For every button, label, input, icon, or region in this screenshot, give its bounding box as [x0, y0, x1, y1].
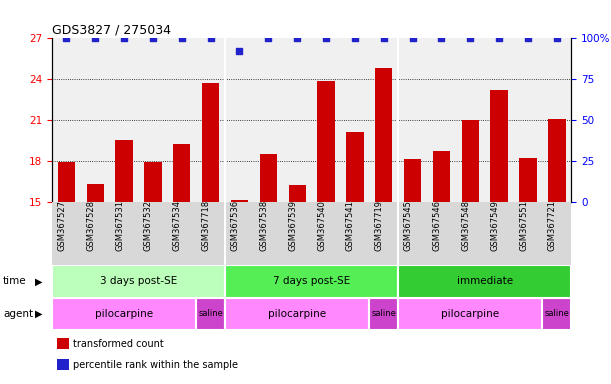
Text: time: time	[3, 276, 27, 286]
Bar	[57, 338, 68, 349]
Point	[148, 35, 158, 41]
Bar	[202, 83, 219, 202]
Text: saline: saline	[371, 310, 396, 318]
Text: pilocarpine: pilocarpine	[441, 309, 499, 319]
Point	[177, 35, 187, 41]
Bar	[173, 144, 191, 202]
Point	[466, 35, 475, 41]
Point	[263, 35, 273, 41]
Point	[90, 35, 100, 41]
Point	[408, 35, 417, 41]
Bar	[196, 298, 225, 330]
Bar	[491, 90, 508, 202]
Bar	[144, 162, 161, 202]
Text: saline: saline	[544, 310, 569, 318]
Point	[321, 35, 331, 41]
Bar	[317, 81, 335, 202]
Text: GDS3827 / 275034: GDS3827 / 275034	[52, 23, 171, 36]
Text: ▶: ▶	[35, 309, 43, 319]
Text: percentile rank within the sample: percentile rank within the sample	[73, 360, 238, 370]
Text: 3 days post-SE: 3 days post-SE	[100, 276, 177, 286]
Bar	[543, 298, 571, 330]
Bar	[231, 200, 248, 202]
Point	[206, 35, 216, 41]
Bar	[57, 162, 75, 202]
Point	[552, 35, 562, 41]
Bar	[369, 298, 398, 330]
Point	[235, 48, 244, 55]
Bar	[225, 265, 398, 298]
Text: pilocarpine: pilocarpine	[268, 309, 326, 319]
Bar	[548, 119, 566, 202]
Text: pilocarpine: pilocarpine	[95, 309, 153, 319]
Bar	[346, 132, 364, 202]
Point	[350, 35, 360, 41]
Point	[437, 35, 447, 41]
Bar	[52, 265, 225, 298]
Point	[523, 35, 533, 41]
Text: ▶: ▶	[35, 276, 43, 286]
Point	[292, 35, 302, 41]
Bar	[260, 154, 277, 202]
Bar	[57, 359, 68, 370]
Text: 7 days post-SE: 7 days post-SE	[273, 276, 350, 286]
Bar	[398, 265, 571, 298]
Bar	[87, 184, 104, 202]
Bar	[225, 298, 369, 330]
Bar	[115, 141, 133, 202]
Point	[62, 35, 71, 41]
Text: transformed count: transformed count	[73, 339, 164, 349]
Text: immediate: immediate	[456, 276, 513, 286]
Bar	[404, 159, 421, 202]
Point	[494, 35, 504, 41]
Bar	[398, 298, 543, 330]
Text: agent: agent	[3, 309, 33, 319]
Bar	[375, 68, 392, 202]
Point	[119, 35, 129, 41]
Bar	[52, 298, 196, 330]
Bar	[433, 151, 450, 202]
Bar	[462, 120, 479, 202]
Text: saline: saline	[198, 310, 223, 318]
Bar	[519, 158, 536, 202]
Bar	[288, 185, 306, 202]
Point	[379, 35, 389, 41]
